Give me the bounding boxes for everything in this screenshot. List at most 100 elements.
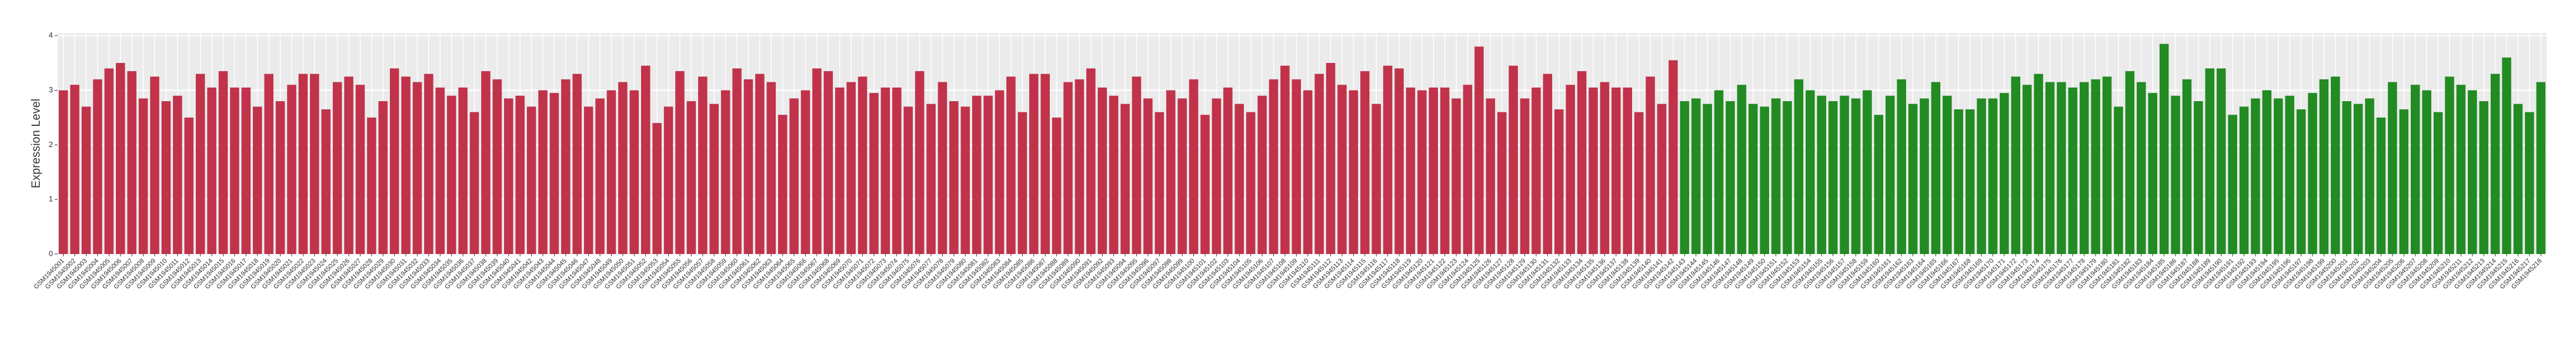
bar — [2011, 76, 2021, 254]
bar — [287, 85, 296, 255]
bar — [1806, 90, 1815, 254]
bar — [1406, 87, 1416, 254]
bar — [2399, 109, 2409, 254]
bar — [1269, 79, 1279, 254]
bar — [709, 103, 719, 254]
bar — [127, 71, 136, 254]
bar — [2159, 44, 2169, 254]
bar — [1097, 87, 1107, 254]
bar — [823, 71, 833, 254]
bar — [2536, 82, 2546, 255]
bar — [298, 74, 308, 254]
bar — [58, 90, 68, 254]
bar — [1372, 103, 1381, 254]
bar — [492, 79, 502, 254]
bar — [2274, 98, 2283, 254]
bar — [230, 87, 239, 254]
bar — [504, 98, 513, 254]
bar — [2353, 103, 2363, 254]
bar — [2000, 93, 2009, 254]
bar — [1120, 103, 1130, 254]
bar — [104, 68, 114, 255]
bar — [2080, 82, 2089, 255]
bar — [469, 112, 479, 254]
bar — [389, 68, 399, 255]
bar — [1314, 74, 1324, 254]
bar — [743, 79, 753, 254]
bar — [1451, 98, 1461, 254]
bar — [1611, 87, 1621, 254]
bar — [1075, 79, 1085, 254]
bar — [1006, 76, 1016, 254]
bar — [2205, 68, 2215, 255]
bar — [1851, 98, 1861, 254]
bar — [1429, 87, 1439, 254]
bar — [275, 101, 285, 254]
bar — [652, 123, 662, 254]
bar — [184, 117, 194, 254]
bar — [1246, 112, 1256, 254]
bar — [1531, 87, 1541, 254]
y-tick-label: 2 — [49, 140, 53, 149]
bar — [949, 101, 959, 254]
bar — [424, 74, 433, 254]
bar — [1349, 90, 1359, 254]
bar — [481, 71, 490, 254]
bar — [1623, 87, 1633, 254]
bar — [983, 95, 993, 254]
bar — [2102, 76, 2112, 254]
bar — [2022, 85, 2032, 255]
bar — [2331, 76, 2340, 254]
bar — [618, 82, 628, 255]
bar — [1634, 112, 1644, 254]
bar — [2171, 95, 2180, 254]
bar — [173, 95, 182, 254]
bar — [2376, 117, 2386, 254]
bar — [1783, 101, 1792, 254]
bar — [195, 74, 205, 254]
bar — [1577, 71, 1587, 254]
bar — [1931, 82, 1941, 255]
bar — [1417, 90, 1427, 254]
y-tick-label: 1 — [49, 195, 53, 203]
bar — [1154, 112, 1164, 254]
bar — [2228, 115, 2237, 254]
bar — [778, 115, 788, 254]
bar — [675, 71, 685, 254]
bar — [1086, 68, 1096, 255]
bar — [378, 101, 388, 254]
bar — [241, 87, 251, 254]
bar — [663, 106, 673, 254]
bar — [2525, 112, 2534, 254]
bar — [1326, 63, 1336, 254]
bar — [150, 76, 159, 254]
bar — [446, 95, 456, 254]
bar — [698, 76, 708, 254]
bar — [1954, 109, 1964, 254]
bar — [1988, 98, 1998, 254]
bar — [1486, 98, 1496, 254]
bar — [1600, 82, 1610, 255]
bar — [1166, 90, 1176, 254]
bar — [1760, 106, 1769, 254]
bar — [526, 106, 536, 254]
bar — [1337, 85, 1347, 255]
bar — [1394, 68, 1404, 255]
bar — [1029, 74, 1039, 254]
bar — [1657, 103, 1667, 254]
bar — [1691, 98, 1701, 254]
bar — [1771, 98, 1781, 254]
bar — [1840, 95, 1849, 254]
bar — [2319, 79, 2329, 254]
bar — [207, 87, 216, 254]
bar — [161, 101, 171, 254]
bar — [2422, 90, 2431, 254]
bar — [93, 79, 102, 254]
bar — [1669, 60, 1678, 255]
bar — [367, 117, 376, 254]
bar — [1965, 109, 1975, 254]
bar — [2114, 106, 2123, 254]
bar — [2194, 101, 2203, 254]
bar — [2045, 82, 2055, 255]
